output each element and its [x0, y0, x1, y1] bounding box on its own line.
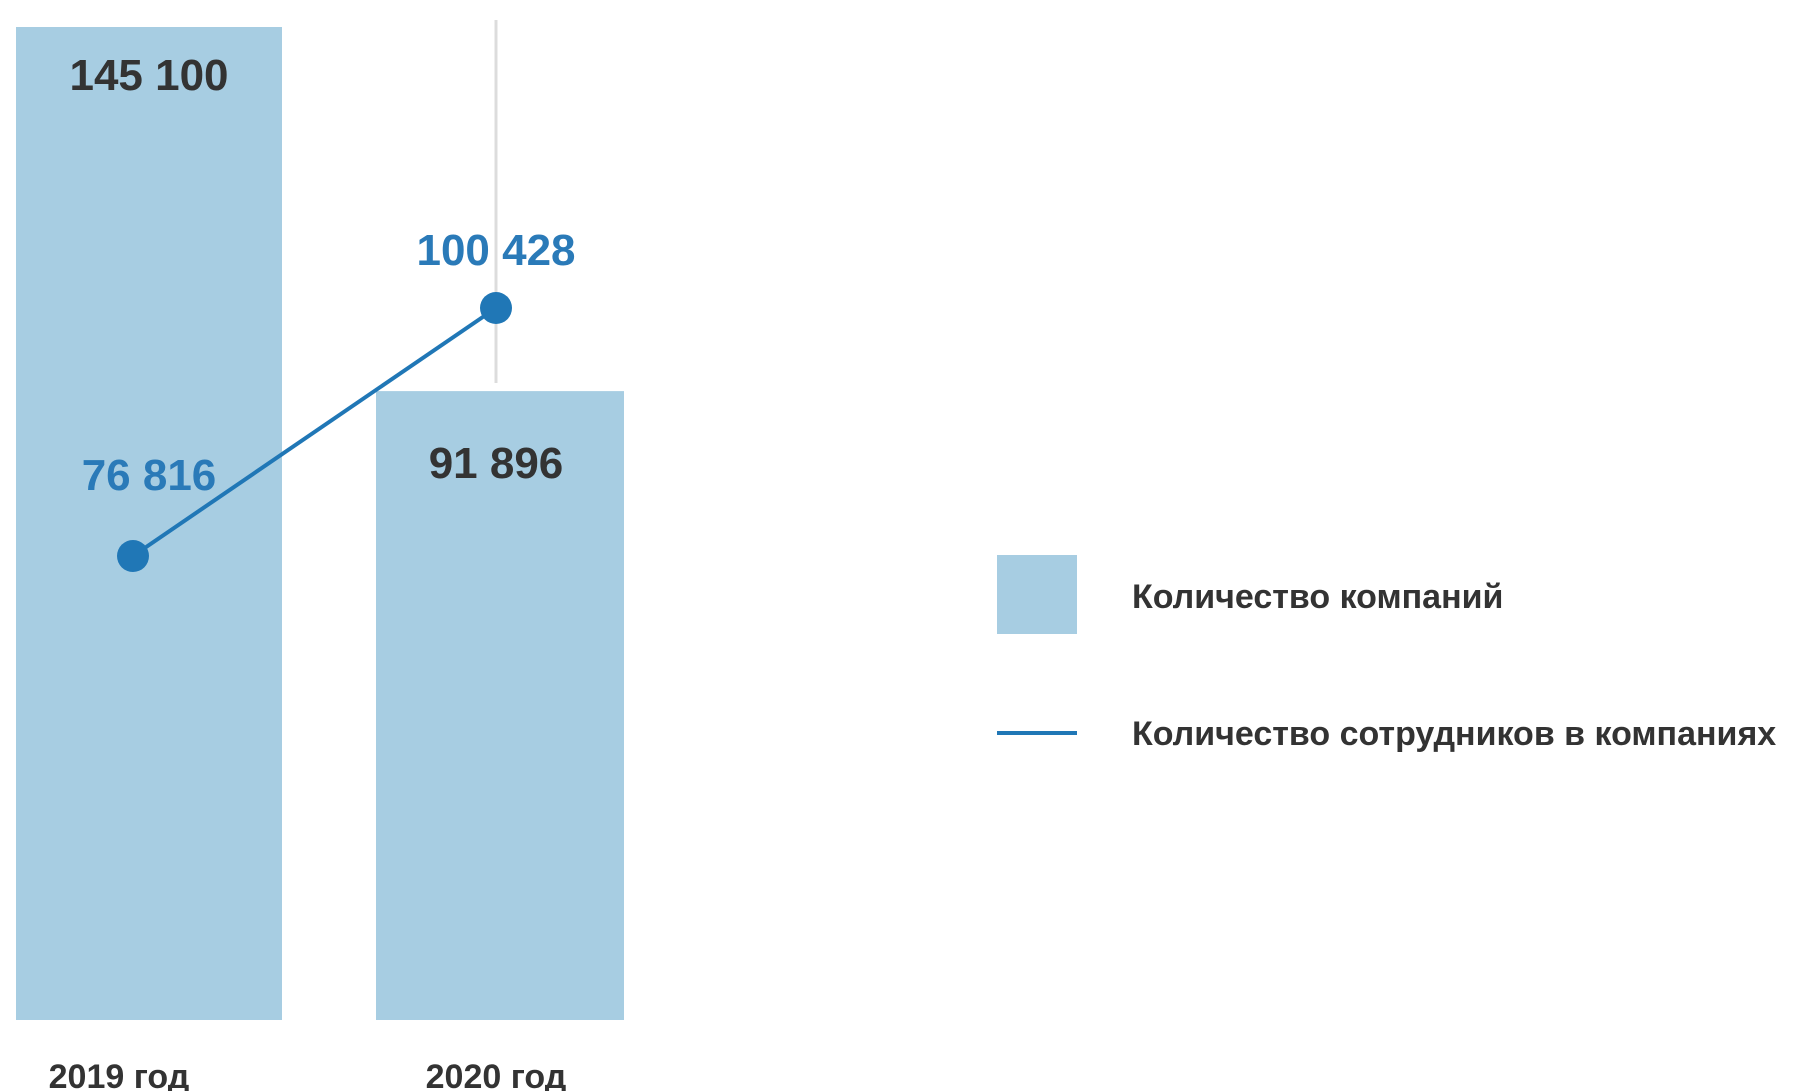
x-tick-label-2019: 2019 год — [49, 1058, 190, 1091]
bar-value-label-2019: 145 100 — [69, 51, 228, 100]
line-value-label-2019: 76 816 — [82, 451, 217, 500]
legend-label-companies: Количество компаний — [1132, 578, 1503, 616]
line-series-layer — [117, 292, 512, 572]
employees-point-2019-год — [117, 540, 149, 572]
legend-swatch-bar — [997, 555, 1077, 634]
bar-2020-год — [376, 391, 624, 1020]
legend-label-employees: Количество сотрудников в компаниях — [1132, 715, 1776, 753]
employees-point-2020-год — [480, 292, 512, 324]
bar-2019-год — [16, 27, 282, 1020]
employees-line — [131, 306, 498, 558]
bars-layer — [16, 27, 624, 1020]
legend: Количество компаний Количество сотрудник… — [997, 555, 1776, 753]
bar-value-label-2020: 91 896 — [429, 439, 564, 488]
x-tick-label-2020: 2020 год — [426, 1058, 567, 1091]
line-value-label-2020: 100 428 — [416, 226, 575, 275]
